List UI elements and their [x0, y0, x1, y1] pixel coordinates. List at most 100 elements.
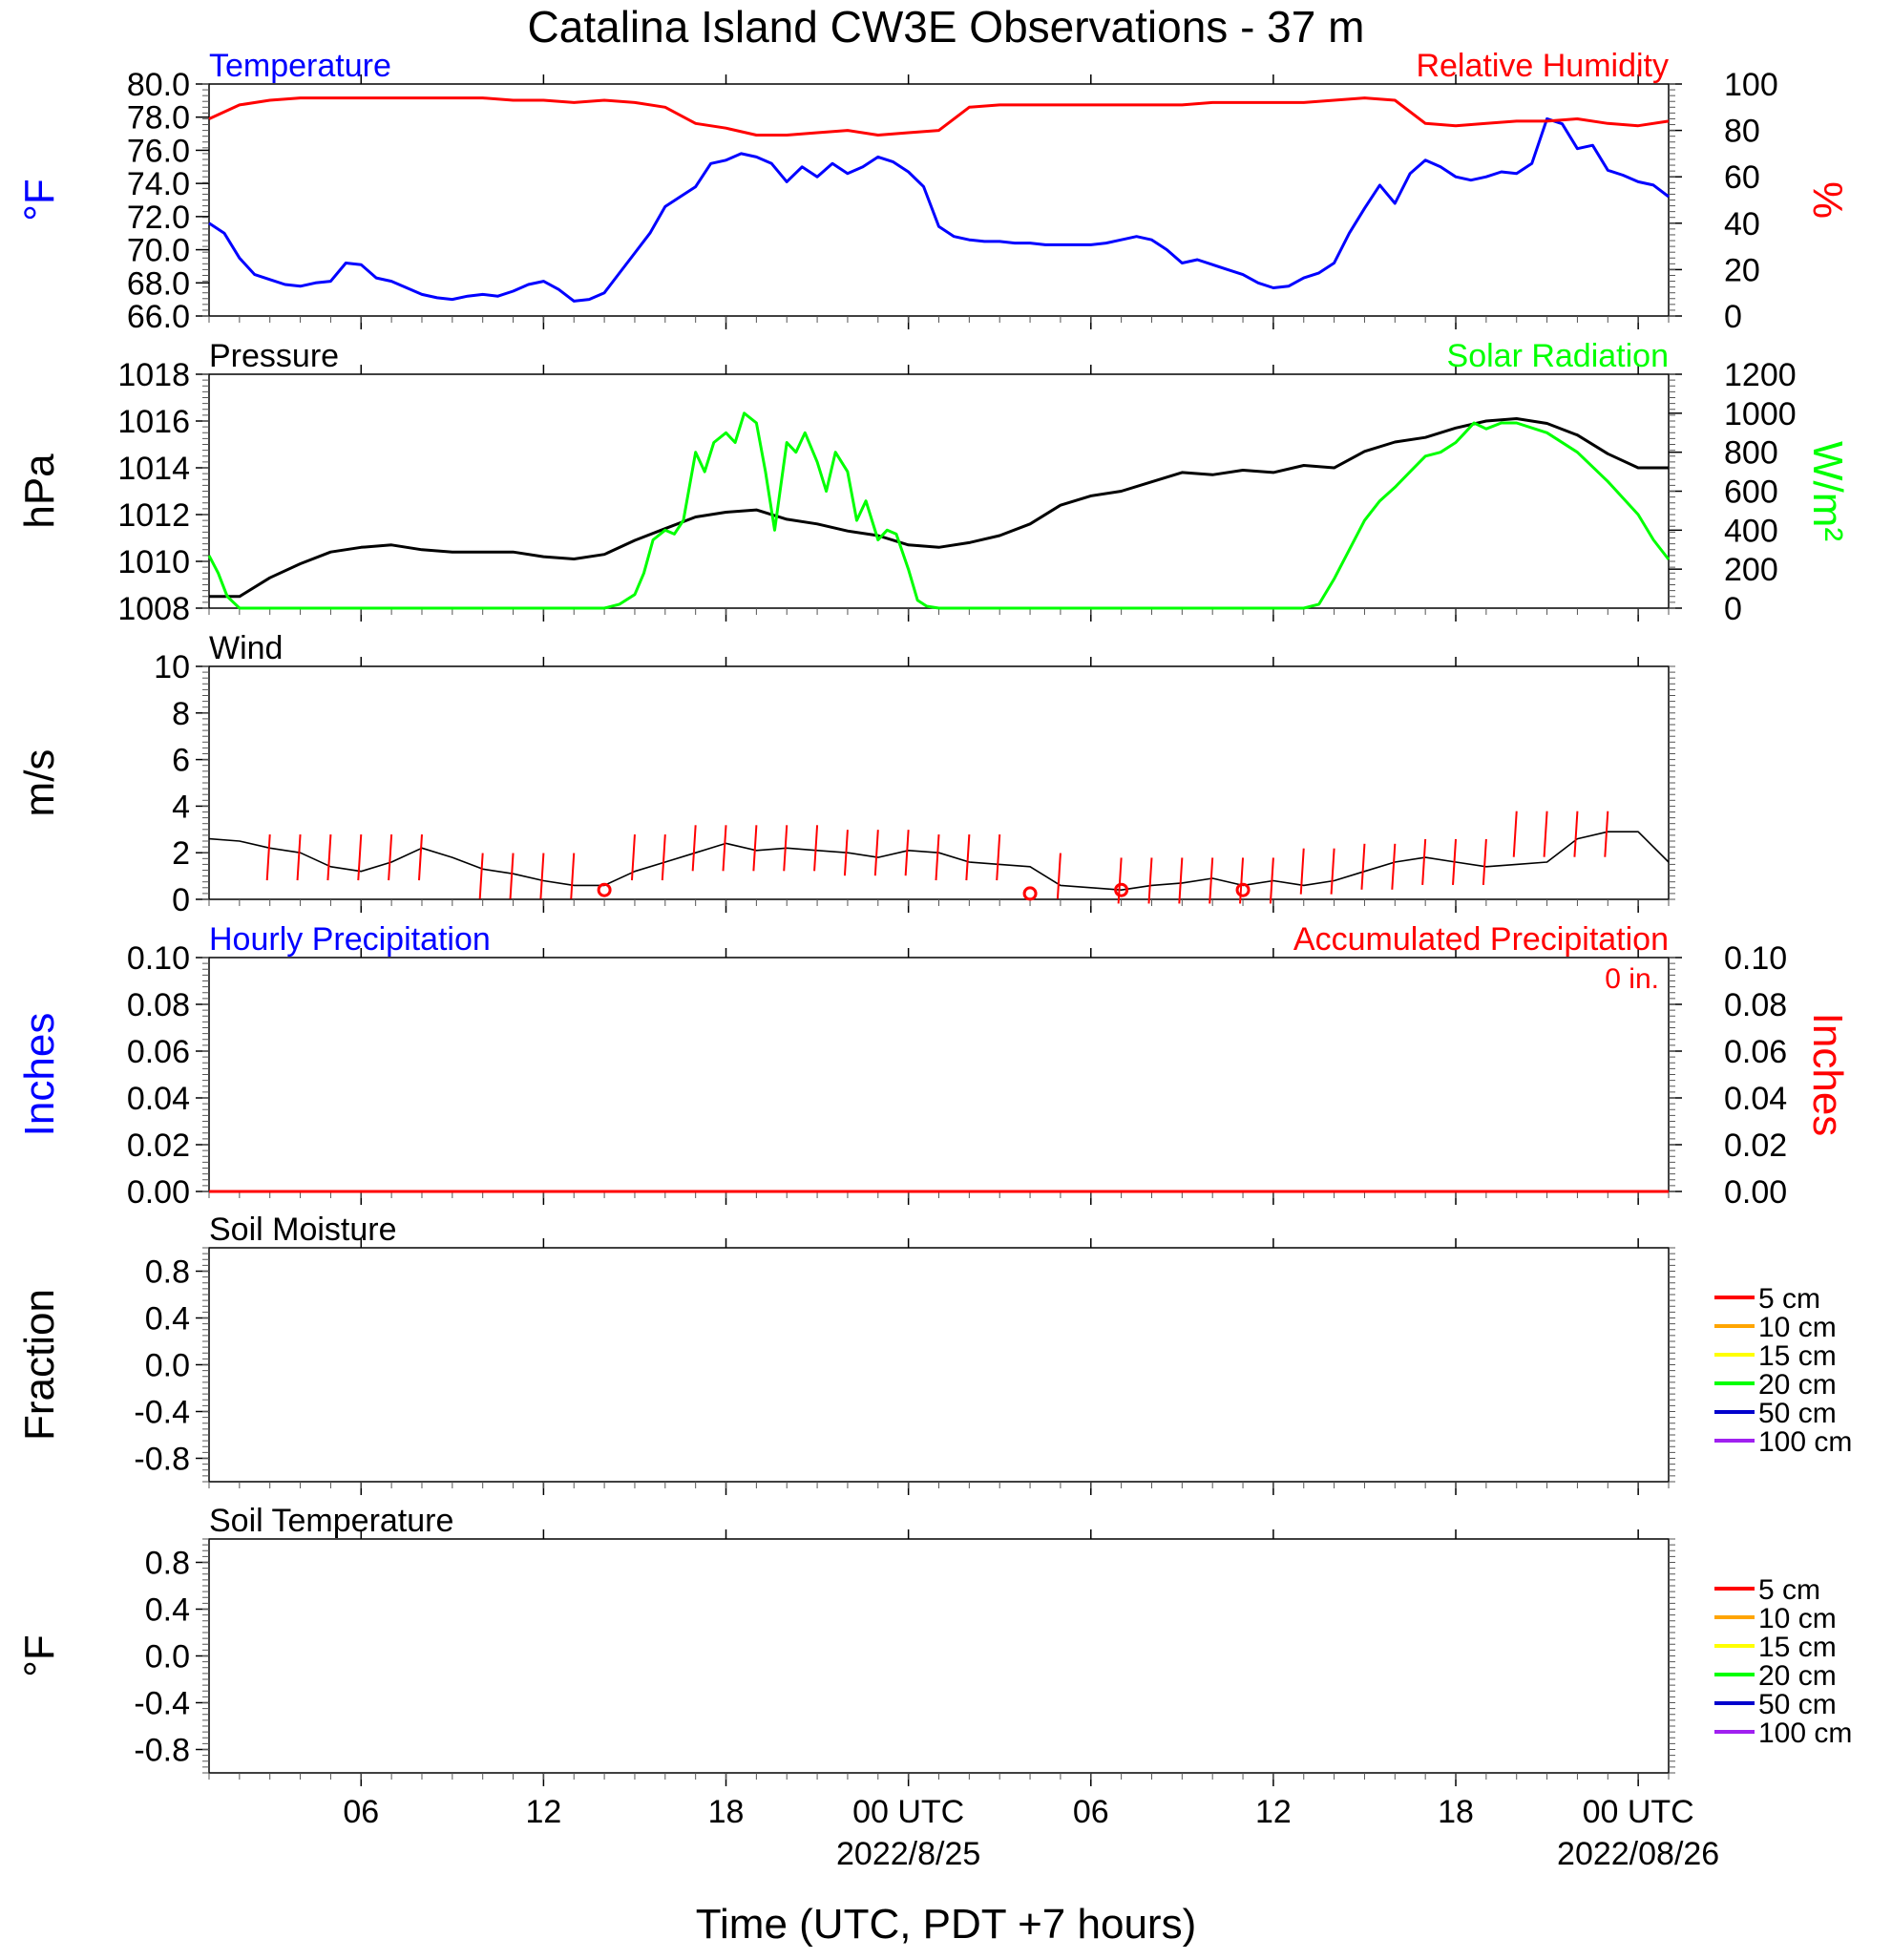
y-axis-label-right: %: [1804, 181, 1851, 219]
y-tick-label: 80.0: [127, 67, 190, 103]
panel-precip: 0.00 0.02 0.04 0.06 0.08 0.10 0.00 0.02 0.04 0.06…: [16, 921, 1851, 1211]
y-right-tick-label: 1000: [1724, 396, 1797, 432]
y-tick-label: 6: [172, 743, 190, 779]
y-right-tick-label: 0.10: [1724, 940, 1787, 977]
x-date-label: 2022/08/26: [1557, 1836, 1719, 1872]
calm-marker: [1022, 886, 1038, 901]
wind-barb: [752, 825, 758, 872]
wind-barb: [873, 830, 879, 876]
y-right-tick-label: 800: [1724, 435, 1778, 472]
y-tick-label: 72.0: [127, 200, 190, 236]
y-right-tick-label: 600: [1724, 474, 1778, 511]
y-tick-label: 1018: [117, 357, 190, 393]
y-tick-label: 76.0: [127, 133, 190, 169]
legend-label: 5 cm: [1758, 1574, 1820, 1606]
y-right-tick-label: 40: [1724, 206, 1760, 242]
y-tick-label: 1012: [117, 497, 190, 534]
y-tick-label: 74.0: [127, 166, 190, 202]
panel-title-left: Wind: [209, 630, 283, 666]
wind-barb: [1421, 838, 1427, 886]
y-axis-label: Fraction: [16, 1289, 63, 1441]
panel-title-right: Relative Humidity: [1416, 48, 1669, 84]
wind-barb: [1178, 857, 1184, 904]
series-temperature: [208, 116, 1670, 303]
y-tick-label: 0: [172, 882, 190, 918]
wind-barb: [965, 834, 971, 881]
x-tick-label: 18: [708, 1794, 745, 1830]
wind-barb: [1056, 853, 1062, 899]
y-tick-label: 4: [172, 789, 190, 825]
wind-barb: [1299, 848, 1305, 895]
y-tick-label: -0.4: [134, 1395, 190, 1431]
y-tick-label: 1016: [117, 404, 190, 440]
y-axis-label-right: Inches: [1804, 1013, 1851, 1137]
x-tick-label: 12: [1255, 1794, 1292, 1830]
y-tick-label: -0.4: [134, 1686, 190, 1722]
panel-temp_rh: 66.068.070.072.074.076.078.080.0 0 20 40 60 8…: [16, 48, 1851, 335]
wind-barb: [326, 834, 332, 881]
panel-wind: 0 2 4 6 8 10 Wind m/s: [16, 630, 1675, 918]
y-axis-label-right: W/m²: [1804, 441, 1851, 541]
panel-title-right: Accumulated Precipitation: [1293, 921, 1669, 958]
wind-barb: [1360, 843, 1366, 890]
legend-label: 20 cm: [1758, 1369, 1837, 1401]
wind-barb: [935, 834, 940, 881]
legend-label: 10 cm: [1758, 1603, 1837, 1634]
x-tick-label: 18: [1438, 1794, 1474, 1830]
wind-barb: [509, 853, 515, 899]
wind-barb: [904, 830, 910, 876]
y-axis-label: °F: [16, 1634, 63, 1676]
panel-title-left: Pressure: [209, 338, 339, 374]
legend-label: 100 cm: [1758, 1718, 1852, 1749]
wind-barb: [783, 825, 788, 872]
accumulation-annotation: 0 in.: [1605, 963, 1659, 995]
wind-barb: [813, 825, 819, 872]
y-right-tick-label: 1200: [1724, 357, 1797, 393]
wind-barb: [630, 834, 636, 881]
wind-barb: [1512, 811, 1518, 857]
x-tick-label: 06: [343, 1794, 379, 1830]
figure-title: Catalina Island CW3E Observations - 37 m: [528, 2, 1365, 52]
panel-pressure_solar: 1008 1010 1012 1014 1016 1018 0200400600800100…: [16, 338, 1851, 627]
calm-marker: [1235, 882, 1251, 897]
y-tick-label: 0.02: [127, 1128, 190, 1164]
legend-label: 50 cm: [1758, 1398, 1837, 1429]
wind-barb: [296, 834, 302, 881]
x-tick-label: 12: [525, 1794, 561, 1830]
legend-label: 5 cm: [1758, 1283, 1820, 1315]
y-tick-label: -0.8: [134, 1733, 190, 1769]
y-axis-label: °F: [16, 179, 63, 221]
y-tick-label: 0.0: [145, 1639, 190, 1675]
wind-barb: [843, 830, 849, 876]
y-axis-label: Inches: [16, 1013, 63, 1137]
wind-barb: [417, 834, 423, 881]
x-tick-label: 00 UTC: [1583, 1794, 1694, 1830]
panel-title-left: Temperature: [209, 48, 391, 84]
wind-barb: [1573, 811, 1579, 857]
y-right-tick-label: 0.00: [1724, 1174, 1787, 1211]
x-date-label: 2022/8/25: [836, 1836, 980, 1872]
legend-label: 15 cm: [1758, 1340, 1837, 1372]
y-tick-label: 2: [172, 835, 190, 872]
wind-barb: [1604, 811, 1609, 857]
y-right-tick-label: 0.02: [1724, 1128, 1787, 1164]
panel-title-right: Solar Radiation: [1447, 338, 1669, 374]
wind-barb: [996, 834, 1001, 881]
x-tick-label: 00 UTC: [852, 1794, 964, 1830]
panel-title-left: Soil Moisture: [209, 1212, 397, 1248]
y-tick-label: 8: [172, 696, 190, 732]
wind-barb: [357, 834, 363, 881]
y-tick-label: 70.0: [127, 233, 190, 269]
series-pressure: [209, 417, 1669, 599]
legend-label: 50 cm: [1758, 1689, 1837, 1720]
series-wind: [208, 831, 1670, 892]
wind-barb: [661, 834, 666, 881]
y-tick-label: -0.8: [134, 1442, 190, 1478]
y-tick-label: 0.10: [127, 940, 190, 977]
y-right-tick-label: 0.08: [1724, 987, 1787, 1023]
legend-label: 100 cm: [1758, 1426, 1852, 1458]
